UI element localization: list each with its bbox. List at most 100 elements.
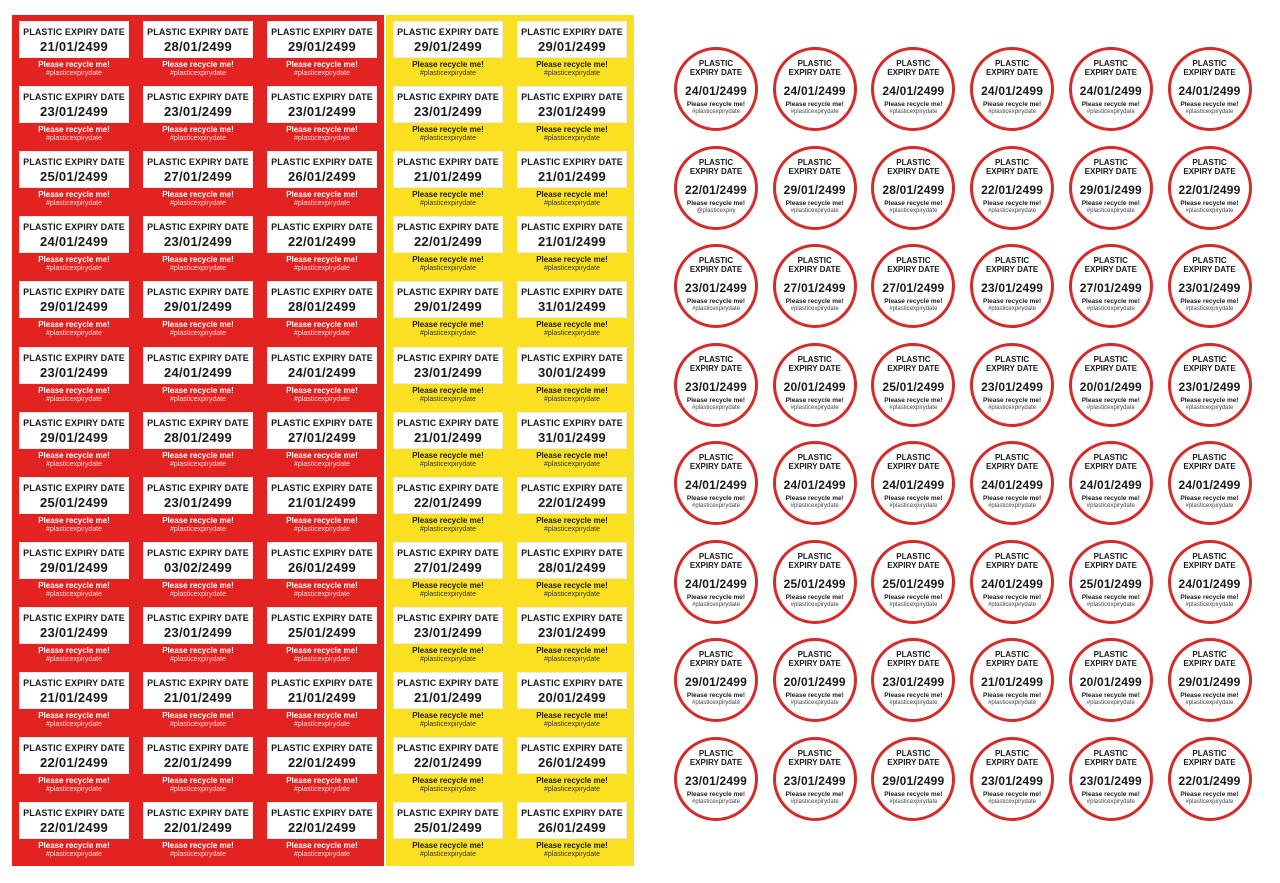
label-title: PLASTIC EXPIRY DATE (271, 417, 373, 428)
recycle-text: Please recycle me! (412, 580, 484, 590)
round-recycle-text: Please recycle me! (1180, 298, 1239, 305)
round-title-line: EXPIRY DATE (887, 659, 940, 668)
label-box: PLASTIC EXPIRY DATE 29/01/2499 (267, 21, 377, 58)
round-label-title: PLASTIC EXPIRY DATE (677, 552, 755, 570)
round-expiry-date: 23/01/2499 (1178, 379, 1241, 394)
round-title-line: PLASTIC (1093, 650, 1128, 659)
round-expiry-label: PLASTIC EXPIRY DATE 24/01/2499 Please recyc… (1167, 539, 1252, 624)
round-hashtag-text: #plasticexpirydate (691, 404, 741, 411)
round-recycle-text: Please recycle me! (686, 199, 746, 207)
hashtag-text: #plasticexpirydate (543, 721, 601, 728)
label-title: PLASTIC EXPIRY DATE (271, 27, 373, 37)
label-box: PLASTIC EXPIRY DATE 21/01/2499 (393, 151, 503, 189)
label-box: PLASTIC EXPIRY DATE 23/01/2499 (517, 86, 627, 124)
hashtag-text: #plasticexpirydate (45, 135, 103, 143)
round-title-line: EXPIRY DATE (1183, 560, 1236, 570)
recycle-text: Please recycle me! (286, 515, 358, 525)
round-expiry-label: PLASTIC EXPIRY DATE 23/01/2499 Please recyc… (674, 736, 758, 821)
round-title-line: EXPIRY DATE (1084, 757, 1137, 767)
round-expiry-date: 24/01/2499 (882, 84, 945, 98)
round-title-line: EXPIRY DATE (985, 363, 1039, 373)
round-expiry-date: 20/01/2499 (1079, 675, 1142, 689)
round-label-title: PLASTIC EXPIRY DATE (1072, 453, 1150, 471)
round-title-line: PLASTIC (698, 453, 734, 462)
round-title-line: PLASTIC (1192, 354, 1227, 364)
expiry-label: PLASTIC EXPIRY DATE 21/01/2499 Please recy… (260, 471, 384, 536)
round-expiry-label: PLASTIC EXPIRY DATE 24/01/2499 Please recyc… (871, 47, 956, 131)
round-title-line: EXPIRY DATE (985, 265, 1039, 274)
round-recycle-text: Please recycle me! (1081, 101, 1140, 108)
expiry-label: PLASTIC EXPIRY DATE 21/01/2499 Please recy… (386, 666, 510, 731)
round-expiry-date: 22/01/2499 (684, 182, 748, 197)
recycle-text: Please recycle me! (286, 580, 358, 590)
expiry-label: PLASTIC EXPIRY DATE 26/01/2499 Please recy… (510, 731, 634, 796)
label-box: PLASTIC EXPIRY DATE 24/01/2499 (19, 216, 129, 254)
round-title-line: PLASTIC (698, 59, 734, 68)
label-title: PLASTIC EXPIRY DATE (397, 482, 499, 493)
round-label-title: PLASTIC EXPIRY DATE (1072, 650, 1150, 668)
expiry-date: 23/01/2499 (163, 234, 233, 250)
hashtag-text: #plasticexpirydate (419, 135, 477, 143)
round-hashtag-text: #plasticexpirydate (988, 601, 1037, 608)
round-hashtag-text: #plasticexpirydate (1086, 306, 1135, 312)
label-title: PLASTIC EXPIRY DATE (521, 157, 623, 168)
round-title-line: PLASTIC (698, 354, 734, 364)
recycle-text: Please recycle me! (536, 515, 608, 525)
round-hashtag-text: #plasticexpirydate (790, 798, 839, 805)
expiry-date: 31/01/2499 (537, 429, 607, 445)
label-box: PLASTIC EXPIRY DATE 26/01/2499 (267, 151, 377, 189)
label-box: PLASTIC EXPIRY DATE 22/01/2499 (19, 737, 129, 775)
round-label-title: PLASTIC EXPIRY DATE (677, 650, 755, 668)
round-expiry-label: PLASTIC EXPIRY DATE 25/01/2499 Please recyc… (772, 539, 857, 624)
round-expiry-label: PLASTIC EXPIRY DATE 25/01/2499 Please recyc… (871, 342, 956, 427)
label-title: PLASTIC EXPIRY DATE (397, 612, 499, 623)
round-expiry-label: PLASTIC EXPIRY DATE 22/01/2499 Please recyc… (970, 145, 1055, 230)
round-title-line: EXPIRY DATE (1183, 166, 1236, 176)
label-box: PLASTIC EXPIRY DATE 31/01/2499 (517, 281, 627, 319)
label-box: PLASTIC EXPIRY DATE 22/01/2499 (19, 802, 129, 840)
round-recycle-text: Please recycle me! (1180, 790, 1239, 798)
expiry-date: 03/02/2499 (163, 559, 233, 575)
expiry-date: 23/01/2499 (413, 104, 483, 120)
round-expiry-date: 25/01/2499 (1079, 576, 1142, 591)
expiry-label: PLASTIC EXPIRY DATE 29/01/2499 Please recy… (386, 15, 510, 80)
hashtag-text: #plasticexpirydate (419, 200, 477, 208)
round-expiry-date: 24/01/2499 (1178, 84, 1241, 98)
round-hashtag-text: #plasticexpirydate (1185, 503, 1234, 509)
label-title: PLASTIC EXPIRY DATE (521, 27, 623, 37)
expiry-label: PLASTIC EXPIRY DATE 24/01/2499 Please recy… (260, 341, 384, 406)
round-title-line: PLASTIC (896, 354, 931, 364)
expiry-date: 21/01/2499 (413, 169, 483, 185)
expiry-date: 24/01/2499 (287, 364, 357, 380)
recycle-text: Please recycle me! (162, 385, 234, 395)
round-expiry-date: 23/01/2499 (1079, 773, 1142, 788)
label-title: PLASTIC EXPIRY DATE (397, 678, 499, 688)
round-label-title: PLASTIC EXPIRY DATE (973, 749, 1051, 767)
round-hashtag-text: #plasticexpirydate (790, 700, 839, 706)
round-title-line: EXPIRY DATE (887, 68, 940, 77)
round-expiry-label: PLASTIC EXPIRY DATE 23/01/2499 Please recyc… (970, 244, 1055, 328)
round-title-line: EXPIRY DATE (788, 166, 841, 176)
recycle-text: Please recycle me! (162, 125, 234, 135)
round-expiry-date: 23/01/2499 (684, 281, 748, 295)
round-expiry-date: 23/01/2499 (882, 675, 945, 689)
expiry-label: PLASTIC EXPIRY DATE 22/01/2499 Please recy… (386, 210, 510, 275)
round-label-title: PLASTIC EXPIRY DATE (1171, 59, 1249, 77)
expiry-date: 29/01/2499 (39, 559, 109, 575)
round-title-line: PLASTIC (896, 650, 931, 659)
round-label-title: PLASTIC EXPIRY DATE (1171, 650, 1249, 668)
round-label-title: PLASTIC EXPIRY DATE (1171, 256, 1249, 274)
recycle-text: Please recycle me! (286, 450, 358, 460)
label-box: PLASTIC EXPIRY DATE 21/01/2499 (393, 411, 503, 449)
round-title-line: PLASTIC (896, 59, 931, 68)
round-label-title: PLASTIC EXPIRY DATE (677, 355, 755, 373)
round-label-title: PLASTIC EXPIRY DATE (973, 355, 1051, 373)
label-box: PLASTIC EXPIRY DATE 25/01/2499 (393, 802, 503, 840)
round-title-line: EXPIRY DATE (788, 757, 841, 767)
round-expiry-label: PLASTIC EXPIRY DATE 29/01/2499 Please recyc… (1068, 145, 1153, 230)
expiry-date: 29/01/2499 (163, 299, 233, 315)
label-title: PLASTIC EXPIRY DATE (397, 92, 499, 103)
expiry-label: PLASTIC EXPIRY DATE 21/01/2499 Please recy… (386, 145, 510, 210)
label-title: PLASTIC EXPIRY DATE (271, 547, 373, 558)
expiry-label: PLASTIC EXPIRY DATE 30/01/2499 Please recy… (510, 341, 634, 406)
